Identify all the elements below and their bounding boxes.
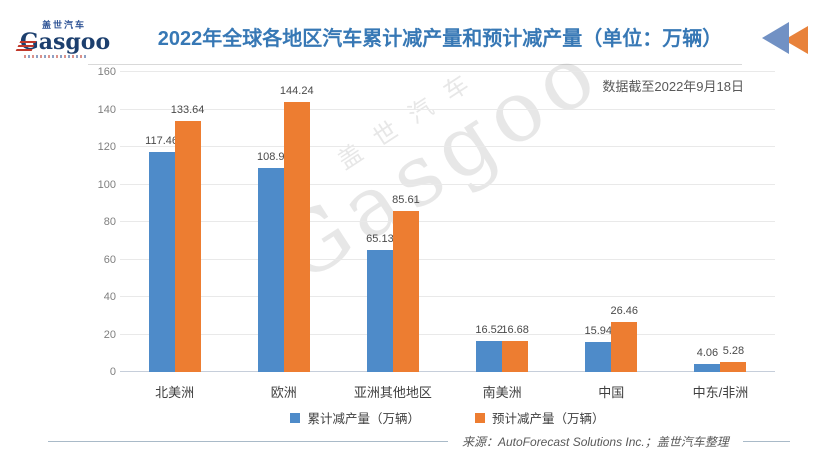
- bar-value-label: 4.06: [696, 347, 719, 360]
- x-category-label: 南美洲: [482, 385, 522, 400]
- bar-value-label: 16.68: [501, 323, 529, 336]
- x-category-label: 中国: [598, 385, 625, 400]
- bar-value-label: 5.28: [722, 345, 745, 358]
- gridline: [120, 371, 775, 372]
- y-tick-label: 160: [97, 66, 116, 78]
- y-tick-label: 60: [103, 253, 116, 266]
- legend-swatch: [290, 412, 301, 423]
- logo-chinese-name: 盖世汽车: [42, 20, 87, 30]
- gasgoo-logo: 盖世汽车 Gasgoo: [15, 18, 111, 58]
- plot-area: 117.46 133.64 108.9 144.24 65.13 85.61 16.52 16…: [120, 71, 775, 372]
- bar: 108.9: [257, 151, 285, 372]
- bar-value-label: 26.46: [610, 305, 639, 318]
- gridline: [120, 183, 775, 185]
- source-footer: 来源：AutoForecast Solutions Inc.；盖世汽车整理: [48, 433, 790, 450]
- source-note: 来源：AutoForecast Solutions Inc.；盖世汽车整理: [462, 435, 729, 449]
- bar: 5.28: [720, 345, 747, 372]
- blue-triangle-icon: [762, 22, 789, 54]
- bar-value-label: 144.24: [279, 84, 314, 97]
- bar-value-label: 85.61: [392, 194, 420, 207]
- x-category-label: 亚洲其他地区: [353, 385, 432, 400]
- logo-tagline: [24, 55, 86, 58]
- x-axis: 北美洲 欧洲 亚洲其他地区 南美洲 中国 中东/非洲: [120, 374, 775, 401]
- bar: 85.61: [392, 194, 420, 372]
- x-category-label: 中东/非洲: [692, 385, 749, 400]
- bar-group-5: 15.94 26.46: [557, 72, 666, 372]
- bar-value-label: 65.13: [366, 232, 394, 245]
- gridline: [120, 146, 775, 147]
- bar-value-label: 117.46: [145, 134, 178, 147]
- footer-rule-left: [48, 441, 448, 442]
- double-arrow-left-icon: [762, 20, 810, 58]
- bar: 65.13: [366, 233, 394, 372]
- bar-value-label: 133.64: [170, 104, 205, 117]
- legend-swatch: [475, 412, 485, 423]
- gridline: [120, 258, 775, 260]
- x-category-label: 北美洲: [155, 385, 195, 400]
- y-tick-label: 120: [97, 141, 116, 153]
- bar: 15.94: [585, 325, 612, 372]
- y-tick-label: 100: [97, 178, 116, 191]
- bar: 26.46: [611, 305, 638, 372]
- bar-groups: 117.46 133.64 108.9 144.24 65.13 85.61 16.52 16…: [120, 72, 775, 372]
- y-tick-label: 80: [103, 216, 116, 228]
- bar-value-label: 16.52: [475, 324, 503, 337]
- gridline: [120, 333, 775, 335]
- bar-group-6: 4.06 5.28: [666, 72, 775, 372]
- y-tick-label: 20: [103, 328, 116, 341]
- gridline: [120, 221, 775, 222]
- legend-item: 预计减产量（万辆）: [475, 408, 605, 427]
- bar: 4.06: [694, 347, 721, 372]
- footer-rule-right: [742, 441, 790, 442]
- bar: 117.46: [145, 135, 178, 372]
- logo-wordmark: Gasgoo: [15, 29, 111, 55]
- y-tick-label: 140: [97, 103, 116, 116]
- bar: 16.68: [501, 324, 529, 372]
- data-cutoff-note: 数据截至2022年9月18日: [602, 79, 744, 94]
- gridline: [120, 296, 775, 297]
- bar-group-1: 117.46 133.64: [120, 72, 229, 372]
- x-category-label: 欧洲: [270, 385, 297, 400]
- bar-value-label: 108.9: [256, 150, 285, 163]
- y-tick-label: 40: [103, 291, 116, 303]
- legend: 累计减产量（万辆） 预计减产量（万辆）: [120, 408, 775, 427]
- bar: 144.24: [280, 85, 314, 372]
- title-divider: [88, 64, 742, 65]
- bar-group-2: 108.9 144.24: [229, 72, 338, 372]
- legend-item: 累计减产量（万辆）: [290, 408, 420, 427]
- bar-group-4: 16.52 16.68: [448, 72, 557, 372]
- bar-group-3: 65.13 85.61: [338, 72, 447, 372]
- bar-chart: 盖世汽车 Gasgoo 0 20 40 60 80 100 120 140 160 117.46…: [90, 21, 775, 432]
- bar: 133.64: [171, 104, 204, 372]
- legend-label: 累计减产量（万辆）: [307, 412, 420, 426]
- y-tick-label: 0: [109, 366, 116, 378]
- legend-label: 预计减产量（万辆）: [492, 412, 605, 426]
- bar: 16.52: [475, 324, 503, 372]
- bar-value-label: 15.94: [584, 325, 613, 338]
- gridline: [120, 108, 775, 110]
- logo-brand-text: Gasgoo: [20, 29, 111, 55]
- y-axis: 0 20 40 60 80 100 120 140 160: [90, 66, 116, 378]
- gridline: [120, 71, 775, 72]
- chart-title: 2022年全球各地区汽车累计减产量和预计减产量（单位：万辆）: [157, 28, 723, 50]
